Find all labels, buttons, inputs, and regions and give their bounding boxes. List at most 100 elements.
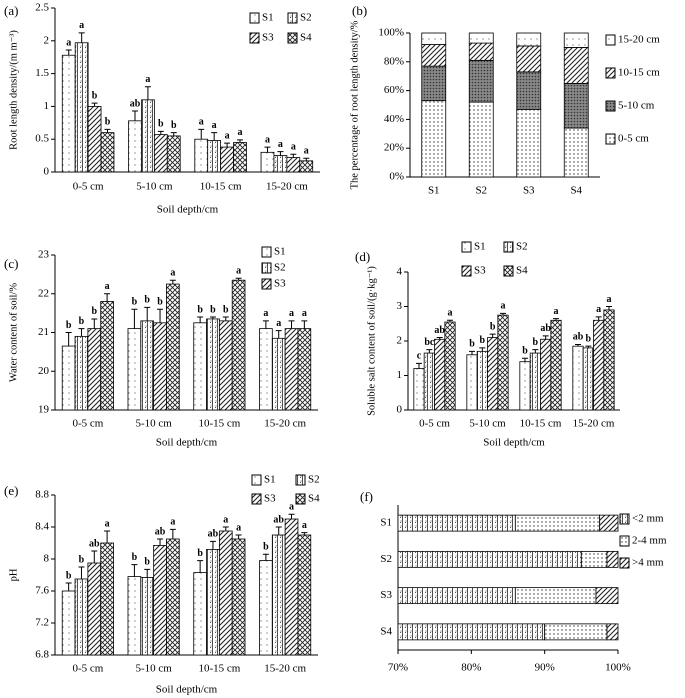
significance-letter: bc (424, 337, 435, 348)
y-axis-label: The percentage of root length density/% (349, 20, 360, 189)
error-bar (606, 306, 613, 310)
x-tick-label: 15-20 cm (264, 418, 306, 430)
y-tick-label: S1 (380, 517, 392, 529)
legend-label: S1 (264, 474, 276, 486)
x-tick-label: 5-10 cm (136, 181, 173, 193)
bar-segment (421, 32, 447, 45)
significance-letter: b (132, 552, 138, 563)
legend-swatch (249, 32, 260, 44)
significance-letter: b (66, 570, 72, 581)
error-bar (301, 320, 308, 329)
bar-segment (397, 550, 582, 568)
error-bar (479, 347, 486, 352)
error-bar (65, 332, 72, 347)
bar-segment (606, 550, 619, 568)
legend-label: S2 (308, 474, 320, 486)
significance-letter: ab (89, 538, 100, 549)
significance-letter: ab (573, 332, 584, 343)
bar (166, 538, 180, 656)
y-tick-label: 60% (384, 84, 404, 96)
legend-swatch (251, 474, 262, 486)
significance-letter: b (210, 304, 216, 315)
bar-segment (563, 32, 589, 48)
bar (207, 140, 222, 173)
panel-label: (e) (4, 483, 18, 498)
legend-label: 10-15 cm (618, 67, 660, 79)
legend-swatch (619, 535, 630, 547)
legend-swatch (605, 133, 616, 145)
significance-letter: b (132, 297, 138, 308)
legend-label: S2 (516, 241, 528, 253)
bar (286, 157, 301, 173)
bar-segment (595, 587, 619, 605)
y-tick-label: 22 (38, 287, 49, 299)
legend-label: S3 (264, 493, 276, 505)
bar (259, 328, 273, 411)
error-bar (169, 279, 176, 285)
bar (61, 590, 76, 656)
error-bar (91, 102, 98, 107)
bar-segment (606, 623, 619, 641)
y-tick-label: 80% (384, 55, 404, 67)
bar (153, 545, 167, 656)
significance-letter: a (170, 267, 175, 278)
significance-letter: ab (130, 98, 141, 109)
error-bar (301, 532, 308, 535)
bar (100, 301, 114, 411)
bar (61, 54, 76, 173)
significance-letter: b (490, 321, 496, 332)
x-tick-label: 15-20 cm (573, 418, 615, 430)
x-tick-label: 5-10 cm (135, 663, 172, 675)
x-tick-label: 10-15 cm (520, 418, 562, 430)
y-tick-label: 0.5 (35, 133, 49, 145)
significance-letter: b (171, 120, 177, 131)
bar-segment (563, 83, 589, 129)
bar (444, 321, 456, 411)
bar-segment (468, 59, 494, 103)
bar (487, 337, 499, 411)
y-tick-label: 2 (397, 335, 403, 347)
significance-letter: b (158, 119, 164, 130)
bar (128, 120, 142, 173)
error-bar (235, 277, 242, 281)
legend-label: <2 mm (632, 513, 664, 525)
y-tick-label: 21 (38, 326, 49, 338)
bar (284, 518, 299, 656)
error-bar (131, 308, 138, 329)
y-tick-label: 3 (397, 300, 403, 312)
significance-letter: a (289, 308, 294, 319)
bar-segment (516, 108, 542, 178)
bar (572, 345, 584, 411)
bar (540, 338, 552, 411)
bar (74, 335, 89, 411)
bar-segment (544, 623, 608, 641)
error-bar (542, 335, 549, 340)
bar (233, 142, 247, 173)
y-tick-label: 0% (389, 171, 404, 183)
significance-letter: ab (208, 529, 219, 540)
significance-letter: b (144, 295, 150, 306)
significance-letter: ab (540, 323, 551, 334)
significance-letter: b (197, 304, 203, 315)
legend-swatch (461, 241, 472, 253)
error-bar (436, 337, 443, 340)
bar (603, 309, 615, 411)
bar (100, 542, 114, 656)
error-bar (78, 328, 85, 337)
significance-letter: a (607, 294, 612, 305)
bar-segment (516, 45, 542, 73)
error-bar (277, 151, 284, 156)
bar (127, 576, 142, 656)
x-tick-label: 0-5 cm (73, 181, 104, 193)
y-tick-label: 0 (44, 166, 50, 178)
x-tick-label: 5-10 cm (135, 418, 172, 430)
bar (193, 572, 207, 656)
bar-segment (468, 32, 494, 44)
significance-letter: a (66, 37, 71, 48)
panel-label: (b) (352, 3, 367, 18)
significance-letter: a (596, 304, 601, 315)
error-bar (426, 349, 433, 354)
significance-letter: b (263, 541, 269, 552)
panel-label: (c) (4, 256, 18, 271)
bar (476, 350, 488, 411)
